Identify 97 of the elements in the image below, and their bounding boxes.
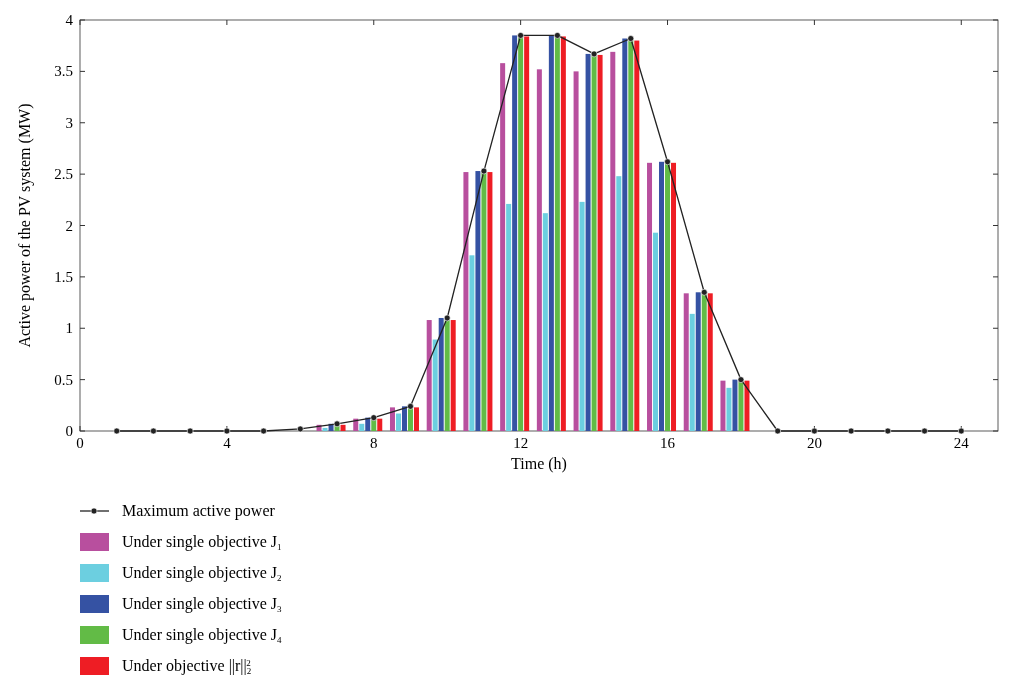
x-tick-label: 8 xyxy=(370,435,378,451)
bar xyxy=(426,320,432,431)
point xyxy=(737,376,745,383)
bar xyxy=(359,423,365,431)
bar xyxy=(322,427,328,431)
bar xyxy=(689,313,695,431)
bar xyxy=(579,201,585,431)
y-tick-label: 0.5 xyxy=(54,371,73,388)
point xyxy=(517,32,524,39)
x-tick-label: 24 xyxy=(953,435,970,451)
bar xyxy=(744,380,750,431)
bar xyxy=(401,406,407,431)
point xyxy=(407,403,414,410)
y-tick-label: 2.5 xyxy=(54,166,73,183)
bar xyxy=(413,407,419,431)
bar xyxy=(450,320,456,431)
bar xyxy=(720,380,726,431)
x-tick-label: 0 xyxy=(76,435,84,451)
bar xyxy=(432,339,438,431)
bar xyxy=(536,69,542,431)
bar xyxy=(518,36,524,431)
bar xyxy=(548,35,554,431)
point xyxy=(590,50,598,58)
bar xyxy=(469,255,475,431)
bar xyxy=(726,387,732,431)
point xyxy=(443,314,451,322)
bar xyxy=(585,53,591,431)
bar xyxy=(738,380,744,431)
point xyxy=(627,35,635,42)
legend-label: Under single objective J$_{2}$ xyxy=(122,564,282,584)
bar xyxy=(573,71,579,431)
bar xyxy=(597,54,603,431)
bar xyxy=(622,38,628,431)
bar xyxy=(340,424,346,431)
point xyxy=(480,167,488,175)
bar xyxy=(542,213,548,431)
point xyxy=(554,32,561,39)
bar xyxy=(481,172,487,431)
x-tick-label: 16 xyxy=(660,435,676,451)
bar xyxy=(438,317,444,431)
x-tick-label: 4 xyxy=(223,435,232,451)
bar xyxy=(554,36,560,431)
bar xyxy=(444,320,450,431)
point xyxy=(847,427,855,435)
legend-label: Under single objective J$_{1}$ xyxy=(122,533,282,553)
point xyxy=(260,427,267,435)
point xyxy=(370,414,378,421)
bar xyxy=(653,232,659,431)
bar xyxy=(707,293,713,431)
point xyxy=(664,158,671,166)
y-tick-label: 4 xyxy=(65,12,74,28)
point xyxy=(113,427,121,435)
bar xyxy=(659,161,665,431)
bar xyxy=(628,40,634,431)
legend-label: Under single objective J$_{3}$ xyxy=(122,595,283,615)
point xyxy=(700,288,708,296)
bar xyxy=(377,418,383,431)
bar xyxy=(695,292,701,431)
bar xyxy=(506,203,512,431)
bar xyxy=(610,51,616,431)
point xyxy=(333,420,341,428)
bar xyxy=(463,172,469,431)
point xyxy=(884,427,892,435)
point xyxy=(921,427,928,435)
point xyxy=(150,427,157,435)
legend-label: Under single objective J$_{4}$ xyxy=(122,626,283,646)
bar xyxy=(683,293,689,431)
y-axis-title: Active power of the PV system (MW) xyxy=(16,103,34,348)
bar xyxy=(665,162,671,431)
y-tick-label: 1.5 xyxy=(54,268,73,285)
bar xyxy=(560,36,566,431)
bar xyxy=(395,413,401,431)
x-tick-label: 12 xyxy=(513,435,529,451)
bar xyxy=(732,379,738,431)
point xyxy=(774,427,781,435)
y-tick-label: 1 xyxy=(65,320,73,337)
y-tick-label: 3 xyxy=(65,114,73,131)
y-tick-label: 0 xyxy=(65,423,73,439)
point xyxy=(186,427,194,435)
bar xyxy=(512,35,518,431)
bar xyxy=(616,176,622,431)
bar xyxy=(701,293,707,431)
bar xyxy=(591,54,597,431)
bar xyxy=(647,162,653,431)
bar xyxy=(475,171,481,431)
bar xyxy=(671,162,677,431)
x-tick-label: 20 xyxy=(806,435,822,451)
bar xyxy=(487,172,493,431)
legend-label: Maximum active power xyxy=(122,502,276,520)
y-tick-label: 3.5 xyxy=(54,63,73,80)
bar xyxy=(389,407,395,431)
bar xyxy=(500,63,506,431)
point xyxy=(297,425,304,433)
y-tick-label: 2 xyxy=(65,217,73,234)
bar xyxy=(524,36,530,431)
x-axis-title: Time (h) xyxy=(511,455,567,473)
bar xyxy=(634,40,640,431)
